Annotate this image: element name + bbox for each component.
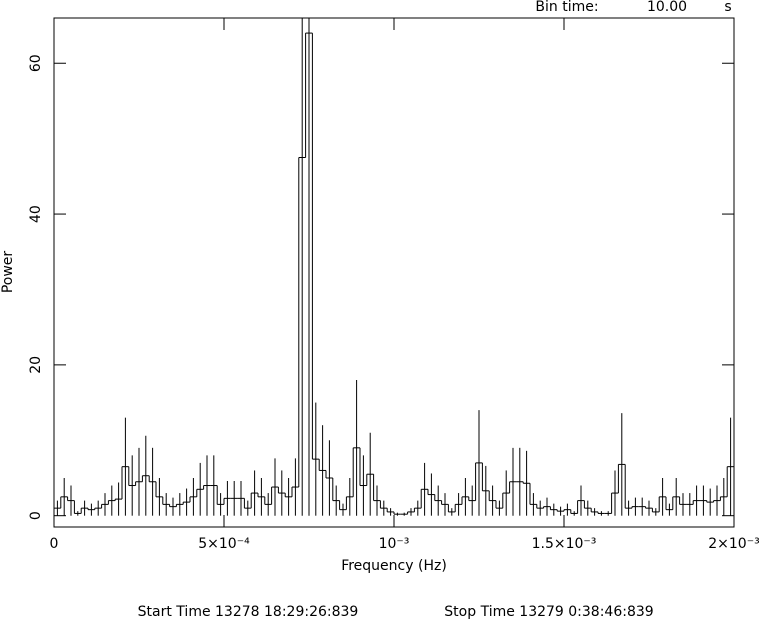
plot-area: [54, 18, 734, 516]
y-tick-label: 20: [28, 356, 44, 374]
start-time: Start Time 13278 18:29:26:839: [138, 604, 359, 620]
stop-time: Stop Time 13279 0:38:46:839: [444, 604, 653, 620]
x-tick-label: 10⁻³: [379, 536, 410, 552]
y-tick-label: 40: [28, 205, 44, 223]
bin-time-value: 10.00: [647, 0, 687, 15]
y-axis-label: Power: [0, 251, 16, 294]
plot-frame: [53, 17, 735, 528]
y-tick-label: 0: [28, 511, 44, 520]
x-tick-label: 1.5×10⁻³: [532, 536, 597, 552]
bin-time-label: Bin time:: [535, 0, 598, 15]
x-tick-label: 5×10⁻⁴: [198, 536, 250, 552]
y-tick-label: 60: [28, 54, 44, 72]
x-tick-label: 2×10⁻³: [708, 536, 759, 552]
x-axis-label: Frequency (Hz): [341, 558, 447, 574]
bin-time-unit: s: [724, 0, 731, 15]
x-tick-label: 0: [50, 536, 59, 552]
